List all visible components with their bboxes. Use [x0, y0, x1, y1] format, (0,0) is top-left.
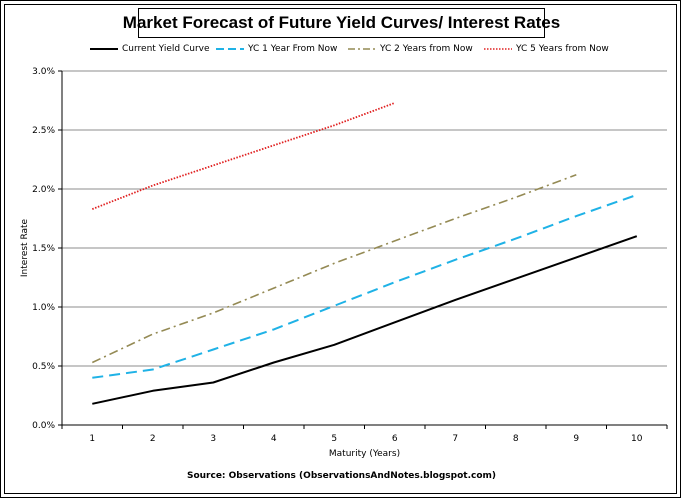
legend-item-yc1: YC 1 Year From Now [216, 44, 337, 54]
y-tick-label: 2.5% [32, 126, 55, 136]
legend-label-yc1: YC 1 Year From Now [248, 44, 338, 54]
series-line-0 [92, 235, 638, 405]
legend-swatch-current [90, 48, 118, 50]
y-tick-label: 3.0% [32, 67, 55, 77]
series-line-3 [91, 102, 396, 210]
y-tick-label: 0.5% [32, 362, 55, 372]
chart-inner-border [4, 4, 677, 494]
legend-label-yc2: YC 2 Years from Now [380, 44, 473, 54]
x-tick-label: 9 [573, 434, 579, 444]
source-note: Source: Observations (ObservationsAndNot… [186, 471, 497, 481]
x-tick-label: 3 [210, 434, 216, 444]
legend-label-yc5: YC 5 Years from Now [516, 44, 609, 54]
legend-swatch-yc1 [216, 48, 244, 50]
chart-title: Market Forecast of Future Yield Curves/ … [123, 8, 560, 38]
y-tick-label: 1.5% [32, 244, 55, 254]
legend-swatch-yc2 [348, 48, 376, 50]
series-line-2 [91, 174, 577, 364]
series-line-1 [92, 193, 638, 379]
x-tick-label: 10 [631, 434, 643, 444]
x-tick-label: 8 [513, 434, 519, 444]
x-tick-label: 1 [89, 434, 95, 444]
legend: Current Yield Curve YC 1 Year From Now Y… [90, 44, 630, 58]
legend-item-current: Current Yield Curve [90, 44, 210, 54]
legend-label-current: Current Yield Curve [122, 44, 210, 54]
x-tick-label: 4 [271, 434, 277, 444]
legend-item-yc5: YC 5 Years from Now [484, 44, 609, 54]
y-tick-label: 2.0% [32, 185, 55, 195]
x-tick-label: 2 [150, 434, 156, 444]
x-tick-label: 5 [331, 434, 337, 444]
x-tick-label: 6 [392, 434, 398, 444]
x-tick-label: 7 [452, 434, 458, 444]
legend-item-yc2: YC 2 Years from Now [348, 44, 473, 54]
y-tick-label: 1.0% [32, 303, 55, 313]
x-axis-title: Maturity (Years) [329, 449, 400, 459]
y-axis-title: Interest Rate [20, 218, 30, 277]
y-tick-label: 0.0% [32, 421, 55, 431]
